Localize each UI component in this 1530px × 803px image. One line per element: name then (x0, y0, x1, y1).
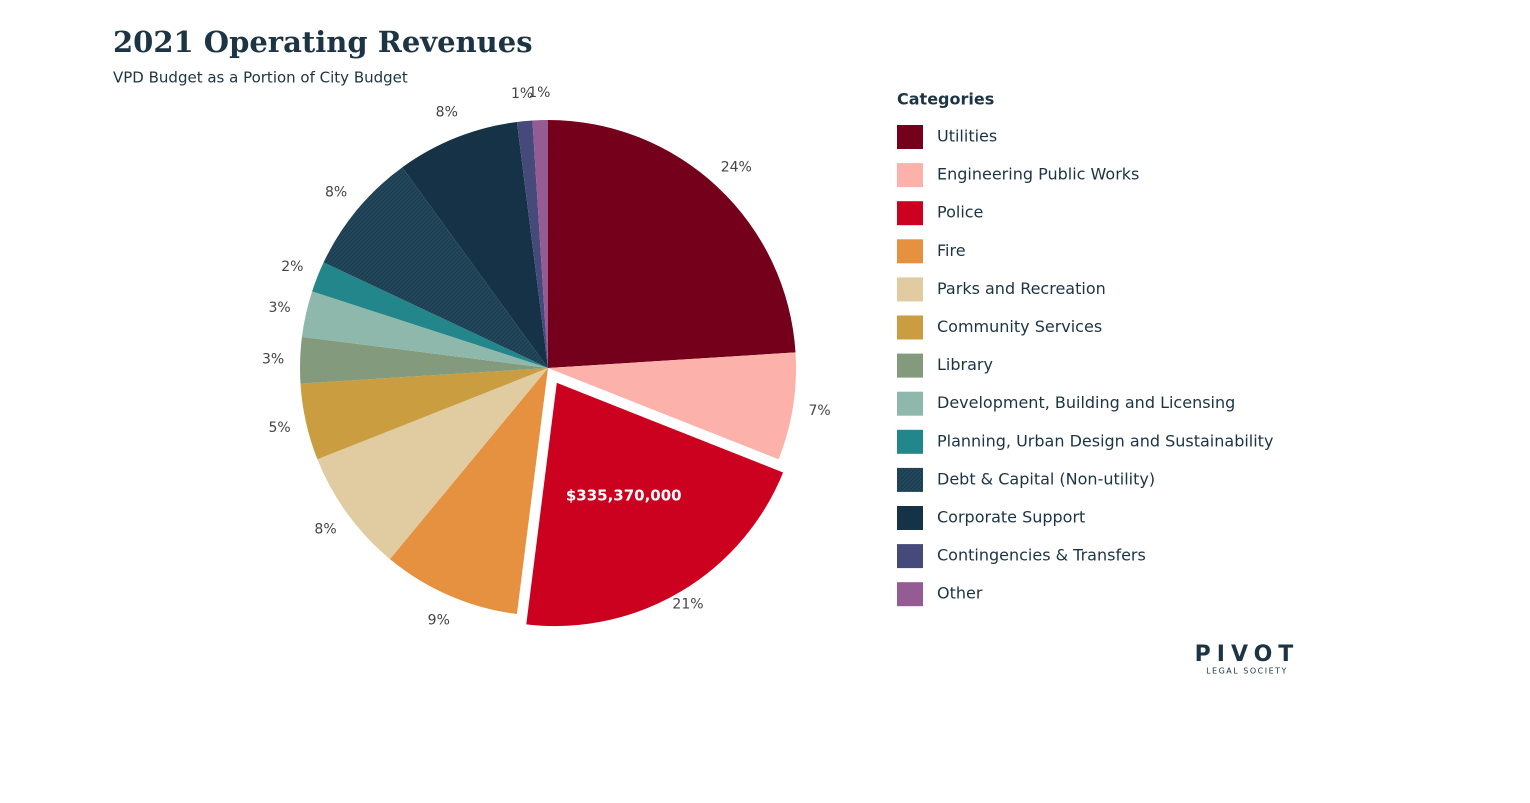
slice-label: 8% (314, 522, 336, 538)
pie-slice (548, 352, 796, 460)
legend-swatch (897, 582, 923, 607)
legend-label: Community Services (937, 317, 1102, 336)
chart-title: 2021 Operating Revenues (113, 25, 533, 59)
legend-label: Library (937, 355, 993, 374)
slice-label: 8% (436, 104, 458, 120)
slice-label: 8% (325, 185, 347, 201)
slice-label: 3% (269, 300, 291, 316)
pie-slice (300, 336, 548, 384)
legend-swatch (897, 239, 923, 264)
logo-name: PIVOT (1195, 642, 1300, 667)
slice-label: 5% (269, 420, 291, 436)
pie-slice (312, 262, 548, 368)
slice-label: 9% (428, 612, 450, 628)
pie-slice (323, 167, 548, 368)
legend-label: Development, Building and Licensing (937, 393, 1235, 412)
slice-label: 1% (511, 86, 533, 102)
legend-swatch (897, 201, 923, 226)
legend-label: Contingencies & Transfers (937, 546, 1146, 565)
legend-swatch (897, 391, 923, 416)
slice-label: 7% (809, 403, 831, 419)
legend-label: Debt & Capital (Non-utility) (937, 469, 1155, 488)
slice-label: 21% (672, 597, 703, 613)
pie-slice (516, 120, 548, 368)
pie-slice (548, 120, 796, 368)
legend-label: Corporate Support (937, 508, 1085, 527)
legend-label: Fire (937, 241, 966, 260)
legend-swatch (897, 353, 923, 378)
pie-slice (300, 368, 548, 460)
legend-swatch (897, 544, 923, 569)
pie-slice (532, 120, 548, 368)
pie-slice (301, 291, 548, 368)
highlight-label: $335,370,000 (566, 487, 682, 505)
slice-label: 2% (281, 259, 303, 275)
pie-slice (317, 368, 548, 560)
legend-title: Categories (897, 90, 994, 109)
pie-slice (389, 368, 548, 615)
chart-subtitle: VPD Budget as a Portion of City Budget (113, 69, 408, 87)
logo-tagline: LEGAL SOCIETY (1206, 667, 1288, 676)
legend-swatch (897, 506, 923, 530)
legend-swatch (897, 277, 923, 302)
pie-slice (521, 377, 789, 631)
legend-label: Utilities (937, 127, 997, 146)
legend-swatch (897, 429, 923, 454)
slice-label: 1% (528, 85, 550, 101)
legend-label: Engineering Public Works (937, 165, 1139, 184)
legend-label: Parks and Recreation (937, 279, 1106, 298)
legend-swatch (897, 467, 923, 492)
slice-label: 3% (262, 351, 284, 367)
pie-slice (402, 121, 548, 368)
legend-swatch (897, 315, 923, 340)
legend-swatch (897, 163, 923, 188)
legend-label: Other (937, 584, 983, 603)
legend-swatch (897, 125, 923, 149)
slice-label: 24% (721, 160, 752, 176)
legend-label: Planning, Urban Design and Sustainabilit… (937, 431, 1273, 450)
legend-label: Police (937, 203, 983, 222)
